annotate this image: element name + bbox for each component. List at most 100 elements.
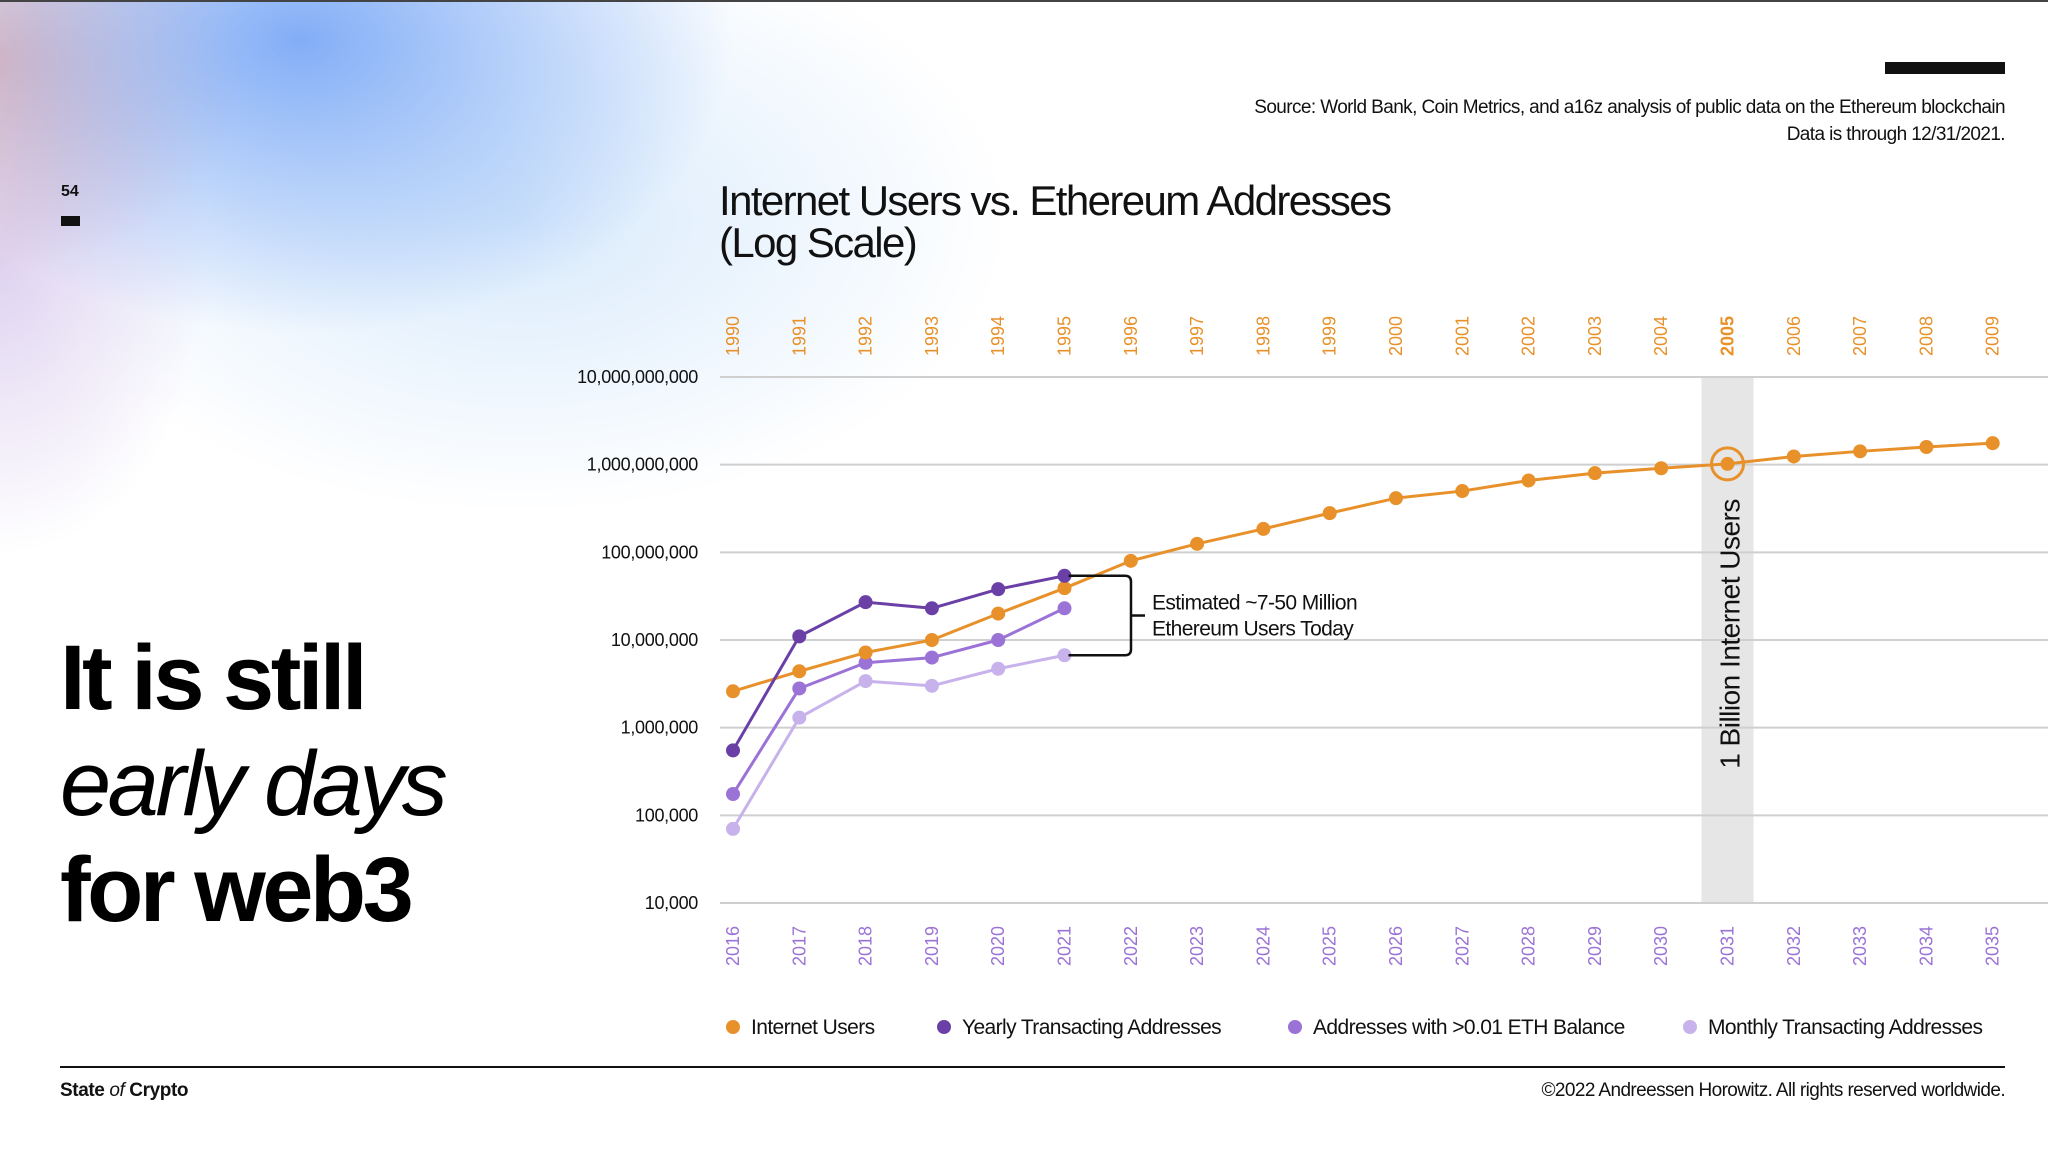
data-point [1057,581,1072,596]
x-bottom-tick-label: 2031 [1718,926,1738,966]
y-tick-label: 10,000,000,000 [577,367,698,387]
footer-brand-part-1: State [60,1080,110,1101]
data-point [1057,648,1072,663]
data-point [924,678,939,693]
chart-title-line-1: Internet Users vs. Ethereum Addresses [719,177,1392,224]
series-line [731,574,1065,752]
series-line [731,606,1066,795]
data-point [792,681,807,696]
x-bottom-tick-label: 2017 [789,926,809,966]
x-bottom-tick-label: 2018 [856,926,876,966]
legend-label: Monthly Transacting Addresses [1708,1016,1983,1039]
x-top-tick-label: 1996 [1121,316,1141,356]
x-bottom-tick-label: 2025 [1320,926,1340,966]
x-bottom-tick-label: 2034 [1916,926,1936,966]
x-top-tick-label: 1998 [1253,316,1273,356]
data-point [858,595,873,610]
footer-brand: State of Crypto [60,1080,188,1102]
x-bottom-tick-label: 2027 [1452,926,1472,966]
legend-swatch [726,1020,740,1034]
data-point [1654,461,1669,476]
x-bottom-tick-label: 2016 [723,926,743,966]
x-top-tick-label: 1992 [856,316,876,356]
x-bottom-tick-label: 2019 [922,926,942,966]
bottom-rule [60,1066,2005,1068]
x-bottom-tick-label: 2035 [1983,926,2003,966]
data-point [858,655,873,670]
headline-line-3: for web3 [60,839,414,941]
data-point [1455,484,1470,499]
data-point [1322,506,1337,521]
data-point [1389,491,1403,506]
headline-line-2: early days [60,733,448,835]
x-top-tick-label: 2000 [1386,316,1406,356]
x-top-tick-label: 2005 [1718,316,1738,356]
data-point [924,601,939,616]
source-line-2: Data is through 12/31/2021. [1786,124,2006,145]
x-top-tick-label: 2009 [1983,316,2003,356]
series-line [732,441,1993,693]
x-bottom-tick-label: 2020 [988,926,1008,966]
chart-title: Internet Users vs. Ethereum Addresses (L… [719,177,1392,266]
x-top-tick-label: 1991 [789,316,809,356]
legend-swatch [937,1020,951,1034]
x-bottom-tick-label: 2023 [1187,926,1207,966]
x-top-tick-label: 1994 [988,316,1008,356]
legend-swatch [1288,1020,1302,1034]
data-point [1786,449,1801,464]
data-point [924,633,939,647]
x-top-tick-label: 1990 [723,316,743,356]
data-point [1853,444,1868,459]
data-point [1057,601,1072,616]
x-bottom-tick-label: 2028 [1519,926,1539,966]
x-top-tick-label: 1995 [1055,316,1075,356]
legend-label: Internet Users [751,1016,875,1039]
y-tick-label: 10,000,000 [611,630,698,650]
data-point [1057,568,1072,583]
top-rule [0,0,2048,2]
source-note: Source: World Bank, Coin Metrics, and a1… [1254,94,2005,148]
data-point [1190,536,1205,551]
footer-brand-part-3: Crypto [124,1080,189,1101]
y-tick-label: 100,000,000 [601,542,698,562]
data-point [858,674,873,689]
series-line [731,653,1065,830]
x-top-tick-label: 2006 [1784,316,1804,356]
x-bottom-tick-label: 2032 [1784,926,1804,966]
x-top-tick-label: 1997 [1187,316,1207,356]
data-point [726,684,740,699]
x-bottom-tick-label: 2029 [1585,926,1605,966]
x-top-tick-label: 2002 [1519,316,1539,356]
data-point [726,821,740,836]
annotation-line-1: Estimated ~7-50 Million [1152,592,1357,615]
data-point [991,661,1006,676]
x-bottom-tick-label: 2021 [1055,926,1075,966]
x-top-tick-label: 2007 [1850,316,1870,356]
x-bottom-tick-label: 2030 [1651,926,1671,966]
highlight-ring [1710,446,1745,482]
band-label: 1 Billion Internet Users [1715,499,1746,769]
data-point [991,606,1006,621]
legend-swatch [1683,1020,1697,1034]
data-point [1587,466,1602,481]
corner-bar [1885,62,2005,74]
footer-brand-part-2: of [109,1080,125,1101]
source-line-1: Source: World Bank, Coin Metrics, and a1… [1254,97,2005,118]
data-point [726,743,740,758]
x-bottom-tick-label: 2033 [1850,926,1870,966]
data-point [924,650,939,665]
y-tick-label: 1,000,000,000 [587,455,698,475]
bracket [1068,574,1133,657]
data-point [991,633,1006,647]
legend-label: Addresses with >0.01 ETH Balance [1313,1016,1625,1039]
chart-title-line-2: (Log Scale) [719,219,918,266]
x-top-tick-label: 2003 [1585,316,1605,356]
headline-line-1: It is still [60,627,368,729]
headline: It is still early days for web3 [60,625,448,943]
data-point [792,710,807,725]
data-point [792,664,807,679]
data-point [1256,521,1271,536]
annotation-line-2: Ethereum Users Today [1152,618,1354,641]
page-number: 54 [61,183,79,200]
